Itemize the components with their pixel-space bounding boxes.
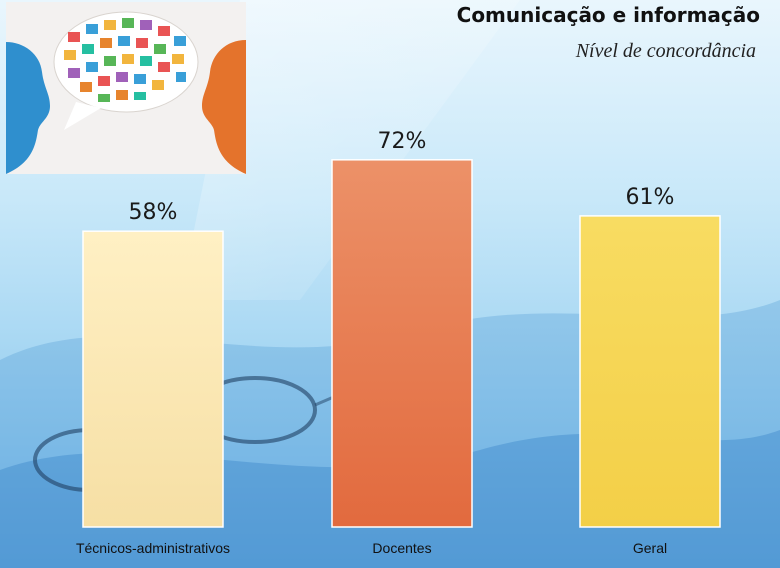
category-label-3: Geral [633,540,667,556]
slide-subtitle: Nível de concordância [575,40,756,62]
category-label-2: Docentes [372,540,431,556]
data-label-3: 61% [626,185,675,210]
logo-image [6,2,246,174]
data-label-2: 72% [378,129,427,154]
category-label-1: Técnicos-administrativos [76,540,230,556]
speech-bubble-icons-icon [6,11,246,174]
data-label-1: 58% [129,200,178,225]
bar-3 [579,215,721,528]
bar-2 [331,159,473,528]
bar-1 [82,230,224,528]
slide-title: Comunicação e informação [456,3,760,27]
